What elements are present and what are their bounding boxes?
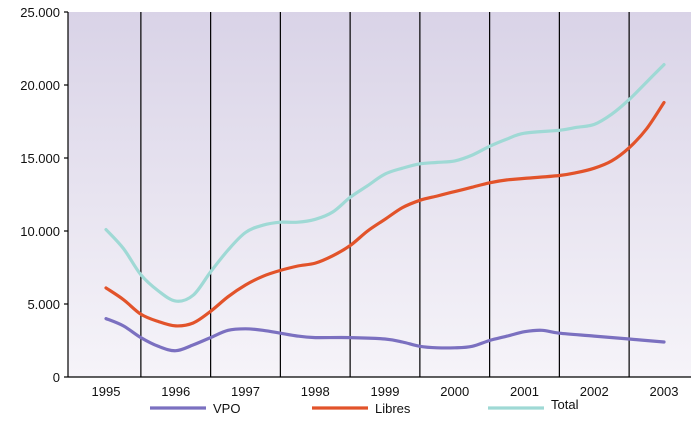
x-tick-label: 2002 <box>580 384 609 399</box>
y-tick-label: 5.000 <box>27 297 60 312</box>
legend-item-vpo: VPO <box>150 401 240 416</box>
y-tick-label: 15.000 <box>20 151 60 166</box>
x-tick-label: 2003 <box>650 384 679 399</box>
legend-item-libres: Libres <box>312 401 411 416</box>
x-tick-label: 2000 <box>440 384 469 399</box>
y-tick-label: 20.000 <box>20 78 60 93</box>
legend-label: Total <box>551 397 579 412</box>
x-tick-label: 1998 <box>301 384 330 399</box>
y-tick-label: 0 <box>53 370 60 385</box>
plot-area <box>68 12 691 377</box>
x-tick-label: 1995 <box>92 384 121 399</box>
legend-item-total: Total <box>488 397 579 412</box>
x-tick-label: 1999 <box>371 384 400 399</box>
series-line-total <box>104 62 666 303</box>
x-tick-label: 2001 <box>510 384 539 399</box>
x-tick-label: 1997 <box>231 384 260 399</box>
series-line-libres <box>104 100 666 328</box>
y-tick-label: 25.000 <box>20 5 60 20</box>
series-line-vpo <box>104 317 666 353</box>
x-tick-label: 1996 <box>161 384 190 399</box>
legend-label: VPO <box>213 401 240 416</box>
y-tick-label: 10.000 <box>20 224 60 239</box>
legend-label: Libres <box>375 401 411 416</box>
